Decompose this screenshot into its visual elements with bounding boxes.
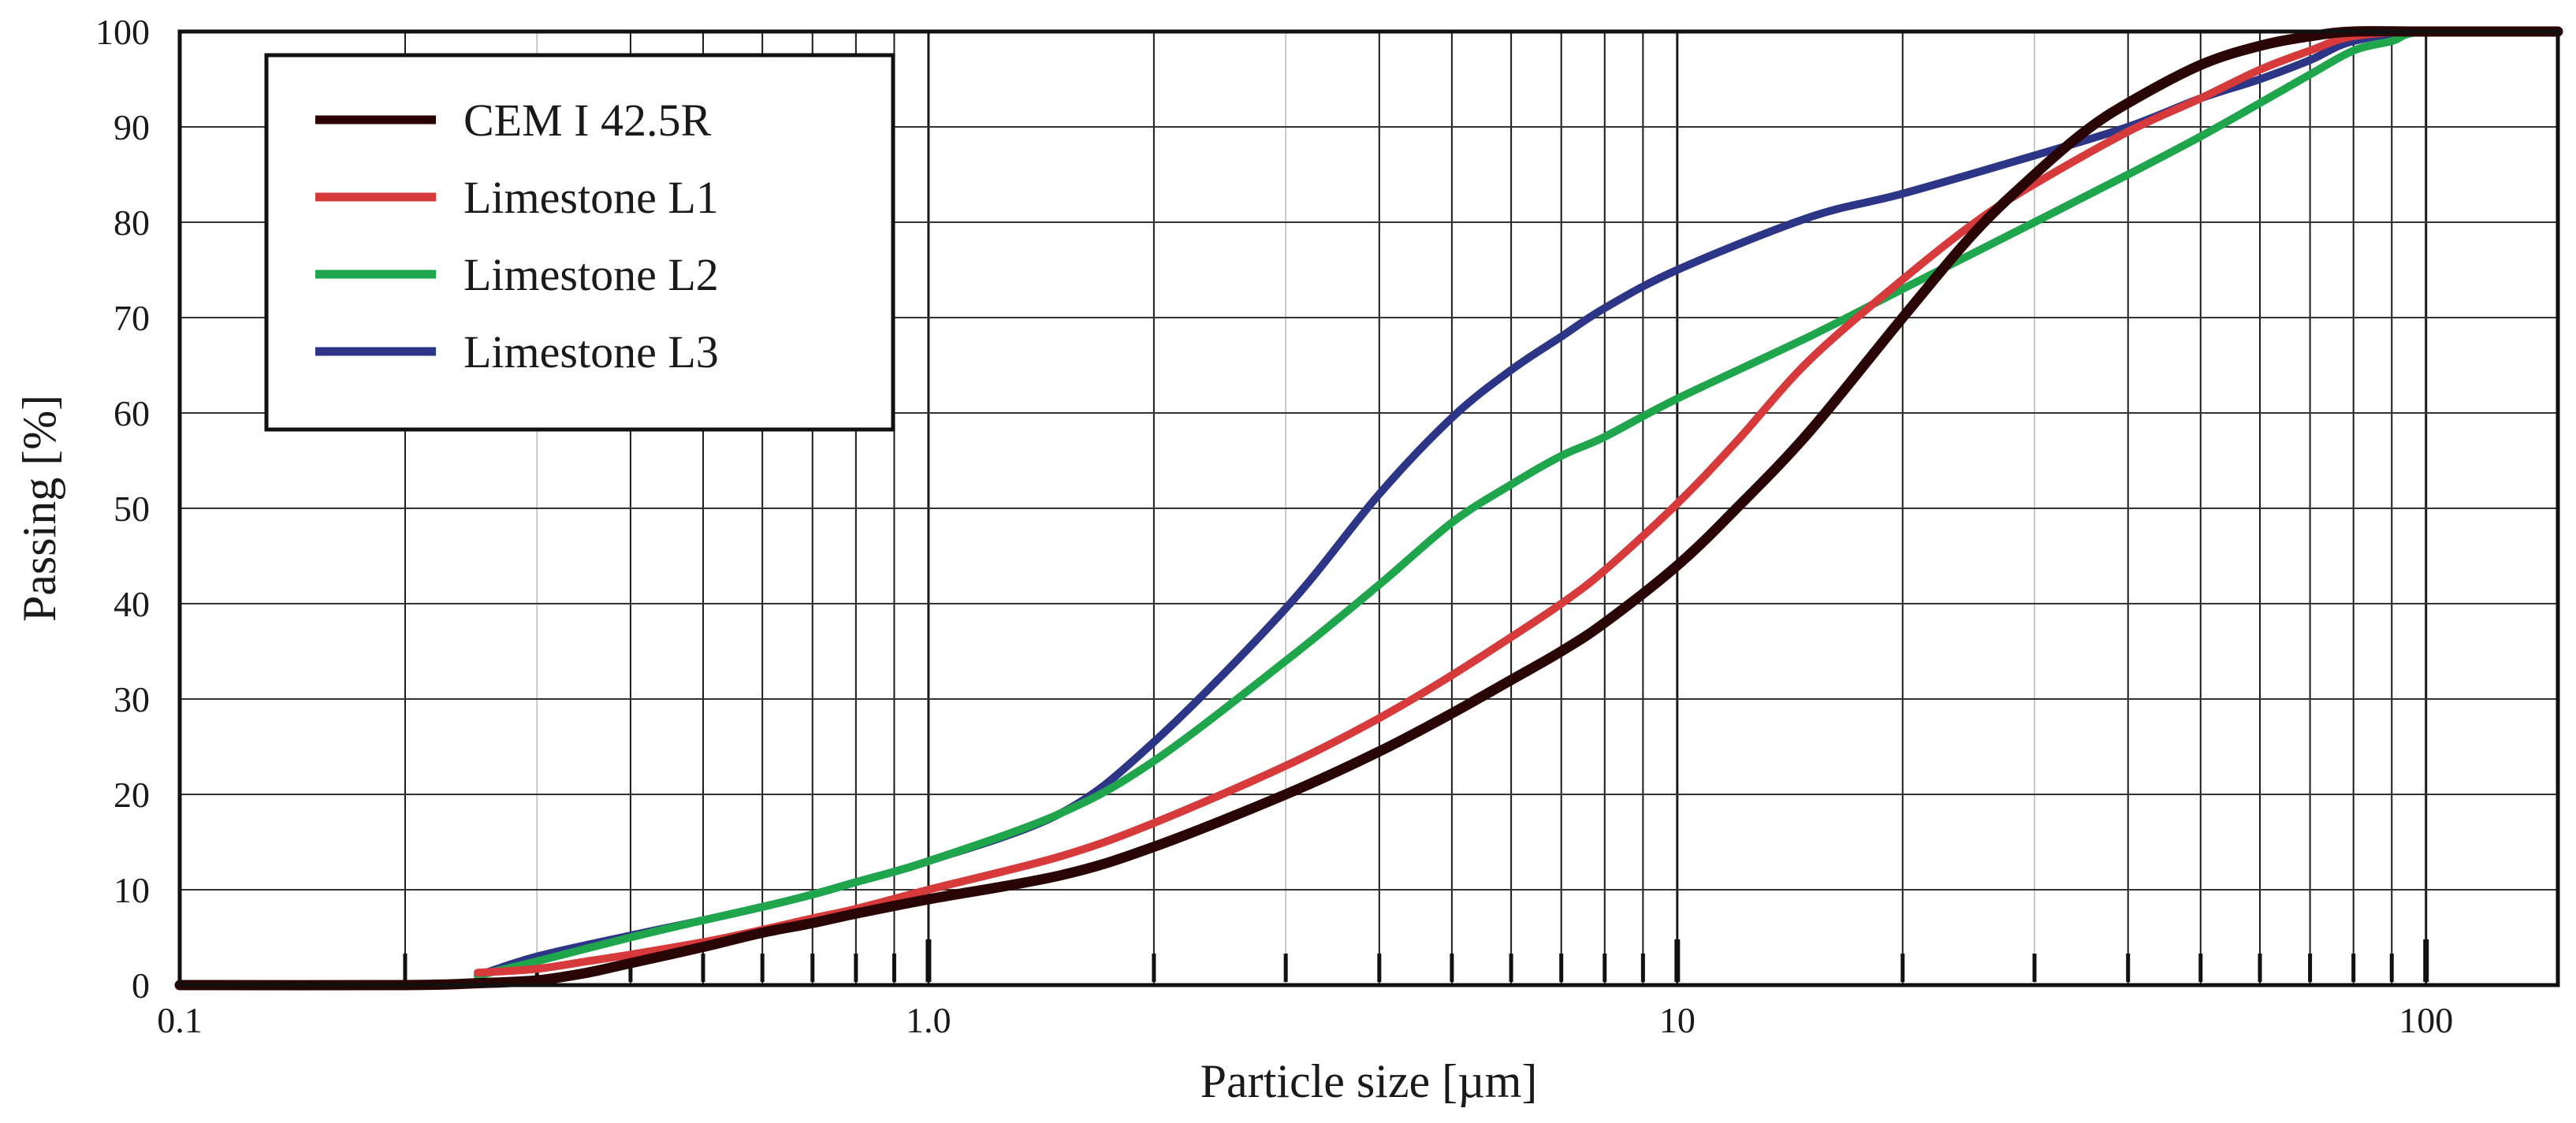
legend: CEM I 42.5R Limestone L1 Limestone L2 Limes… <box>264 53 895 432</box>
x-tick-label: 1.0 <box>906 1000 951 1040</box>
x-tick-label: 100 <box>2399 1000 2453 1040</box>
x-tick-label: 10 <box>1659 1000 1696 1040</box>
x-axis-title: Particle size [µm] <box>1201 1055 1538 1107</box>
y-tick-label: 50 <box>114 489 150 529</box>
y-tick-label: 10 <box>114 870 150 910</box>
y-tick-label: 20 <box>114 775 150 815</box>
legend-label-limestone-l3: Limestone L3 <box>463 326 719 377</box>
y-tick-label: 0 <box>132 965 150 1006</box>
y-tick-label: 90 <box>114 107 150 147</box>
y-tick-label: 70 <box>114 298 150 338</box>
y-tick-label: 40 <box>114 584 150 624</box>
x-tick-label: 0.1 <box>157 1000 203 1040</box>
y-axis-title: Passing [%] <box>13 395 65 622</box>
y-tick-label: 80 <box>114 203 150 243</box>
y-tick-label: 30 <box>114 679 150 720</box>
legend-label-limestone-l1: Limestone L1 <box>463 172 719 223</box>
legend-label-limestone-l2: Limestone L2 <box>463 249 719 300</box>
series-layer <box>174 26 2563 991</box>
tick-labels-layer: 0 10 20 30 40 50 60 70 80 90 100 0.1 1.0 10 100 <box>95 12 2453 1040</box>
legend-label-cem-i-42-5r: CEM I 42.5R <box>463 95 712 146</box>
y-tick-label: 100 <box>95 12 150 52</box>
y-tick-label: 60 <box>114 393 150 433</box>
series-line-limestone-l2 <box>474 27 2562 980</box>
series-line-cem-i-42-5r <box>174 26 2563 991</box>
legend-items: CEM I 42.5R Limestone L1 Limestone L2 Limes… <box>315 95 719 377</box>
plot-frame <box>177 29 2560 987</box>
